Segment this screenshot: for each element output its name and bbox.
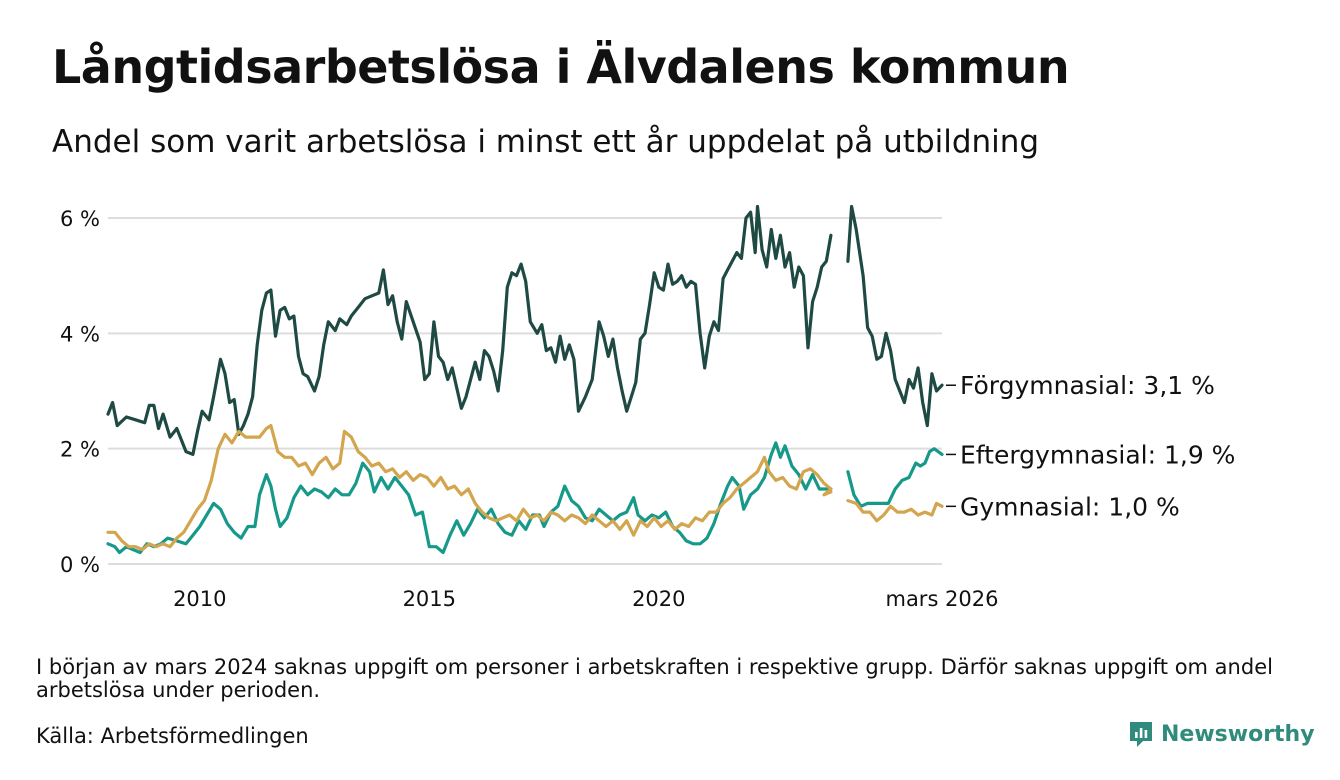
- gridlines: [108, 217, 942, 565]
- series-lines: [106, 204, 944, 555]
- series-line-gymnasial: [106, 424, 944, 552]
- chart-title: Långtidsarbetslösa i Älvdalens kommun: [52, 40, 1070, 94]
- chart-subtitle: Andel som varit arbetslösa i minst ett å…: [52, 124, 1040, 160]
- y-tick-label: 2 %: [60, 438, 100, 462]
- y-tick-label: 0 %: [60, 553, 100, 577]
- series-line-förgymnasial: [106, 204, 944, 456]
- axis-and-end-labels: 0 % 2 % 4 % 6 % 2010 2015 2020 mars 2026 Förgymn…: [60, 207, 1235, 611]
- source-credit: Källa: Arbetsförmedlingen: [36, 724, 309, 748]
- line-chart: 0 % 2 % 4 % 6 % 2010 2015 2020 mars 2026 Förgymn…: [60, 204, 1235, 611]
- end-label-gymnasial: Gymnasial: 1,0 %: [960, 492, 1180, 521]
- footnote: I början av mars 2024 saknas uppgift om …: [36, 655, 1273, 702]
- brand-name: Newsworthy: [1161, 721, 1315, 747]
- series-line-eftergymnasial: [106, 441, 944, 555]
- y-tick-label: 6 %: [60, 207, 100, 231]
- brand[interactable]: Newsworthy: [1128, 718, 1315, 750]
- end-label-förgymnasial: Förgymnasial: 3,1 %: [960, 371, 1215, 400]
- x-tick-label: 2015: [403, 587, 456, 611]
- y-tick-label: 4 %: [60, 322, 100, 346]
- x-tick-label: 2010: [173, 587, 226, 611]
- end-label-eftergymnasial: Eftergymnasial: 1,9 %: [960, 440, 1235, 469]
- x-tick-label: mars 2026: [885, 587, 998, 611]
- x-tick-label: 2020: [632, 587, 685, 611]
- newsworthy-logo-icon: [1130, 722, 1152, 747]
